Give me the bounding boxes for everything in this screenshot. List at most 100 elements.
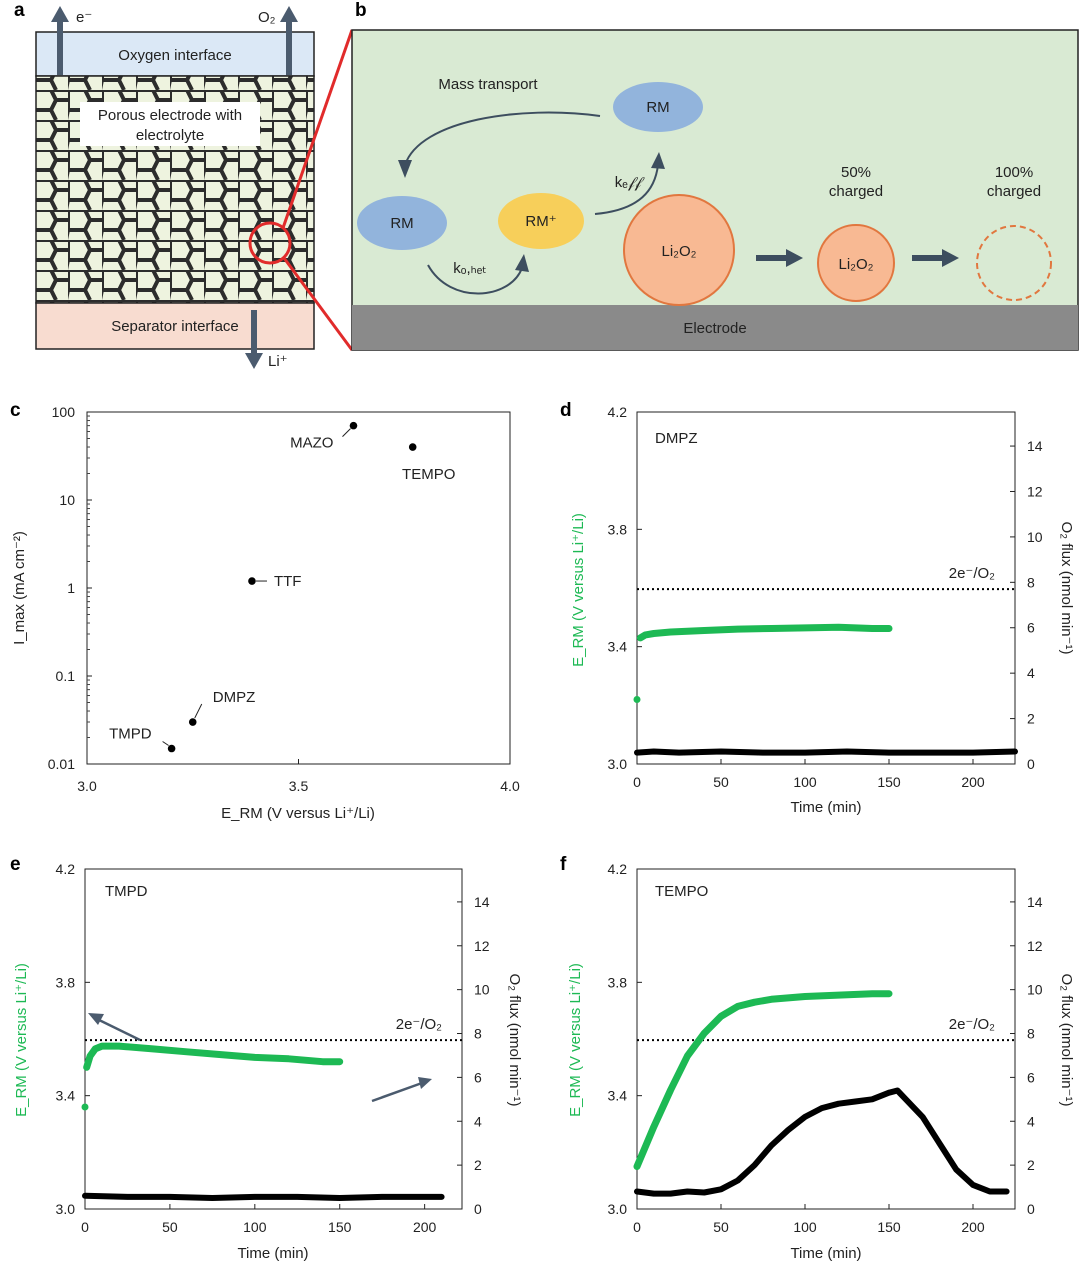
chart-d-ticks: 0 50 100 150 200 3.0 3.4 3.8 4.2 0 2 4 6 8 10 12 14 [608,404,1043,790]
chart-c-ytick-label: 100 [52,404,76,420]
k-eff-label: kₑ𝒻𝒻 [615,174,646,191]
chart-f-ytick-right-label: 0 [1027,1201,1035,1217]
chart-d-ytick-right-label: 0 [1027,756,1035,772]
chart-f-xtick-label: 100 [793,1219,817,1235]
chart-f-ytick-left-label: 3.0 [608,1201,628,1217]
chart-e-frame [84,868,463,1210]
chart-d-ytick-left-label: 3.8 [608,521,628,537]
panel-letter-b: b [355,0,367,21]
chart-f-xlabel: Time (min) [790,1245,861,1262]
chart-f-ylabel-left: E_RM (V versus Li⁺/Li) [567,963,584,1117]
chart-c-ytick-label: 0.1 [56,668,76,684]
rm-plus-ellipse [498,193,584,249]
chart-e-ytick-left-label: 3.8 [56,974,76,990]
chart-d-ylabel-right: O₂ flux (nmol min⁻¹) [1058,522,1075,655]
k-ohet-arrowhead [515,254,529,272]
chart-c-xtick-label: 4.0 [500,778,520,794]
panel-letter-d: d [560,400,572,421]
chart-e-left-arrow [94,1016,141,1042]
chart-f-ylabel-right: O₂ flux (nmol min⁻¹) [1058,974,1075,1107]
electron-label: e⁻ [76,9,92,26]
chart-f-ytick-left-label: 3.4 [608,1088,628,1104]
chart-e-xtick-label: 200 [413,1219,437,1235]
chart-e-xtick-label: 0 [81,1219,89,1235]
electrode-bar [352,305,1078,350]
chart-d-series-o2-flux [634,748,1018,756]
chart-d-ytick-right-label: 12 [1027,483,1043,499]
chart-f-xtick-label: 150 [877,1219,901,1235]
zoom-line-bottom [282,257,354,351]
panel-letter-e: e [10,854,21,875]
chart-f-xtick-label: 0 [633,1219,641,1235]
chart-c-points: MAZO TEMPO TTF DMPZ TMPD [109,421,455,753]
k-ohet-label: kₒ,ₕₑₜ [453,260,486,277]
chart-f-ytick-right-label: 6 [1027,1069,1035,1085]
electrolyte-region [351,29,1079,351]
chart-d-title: DMPZ [655,430,698,447]
chart-e-xtick-label: 150 [328,1219,352,1235]
oxygen-arrow [280,6,298,75]
chart-d: DMPZ 0 50 100 150 200 3.0 3.4 3.8 4.2 0 2 4 6 8 10 12 14… [570,404,1075,816]
chart-e-ytick-right-label: 6 [474,1069,482,1085]
panel-letter-a: a [14,0,25,21]
chart-f-ticks: 0 50 100 150 200 3.0 3.4 3.8 4.2 0 2 4 6 8 10 12 14 [608,861,1043,1235]
chart-f-ytick-right-label: 10 [1027,982,1043,998]
chart-e-lines: 2e⁻/O₂ [81,1016,462,1201]
porous-label-line1: Porous electrode with [98,107,242,124]
k-eff-arrowhead [651,152,665,169]
chart-c-ytick-label: 1 [67,580,75,596]
mass-transport-arrowhead [398,160,412,178]
chart-f-ytick-left-label: 4.2 [608,861,628,877]
chart-e-ytick-left-label: 3.0 [56,1201,76,1217]
chart-c-label-tempo: TEMPO [402,466,455,483]
progress-arrow-1 [756,249,803,267]
rm-top-ellipse [613,82,703,132]
chart-e-reference-label: 2e⁻/O₂ [396,1016,442,1033]
chart-e-ytick-right-label: 12 [474,938,490,954]
chart-f-lines: 2e⁻/O₂ [633,990,1015,1197]
chart-e-ylabel-left: E_RM (V versus Li⁺/Li) [13,963,30,1117]
chart-c-ytick-label: 0.01 [48,756,75,772]
chart-e-initial-point [81,1103,89,1111]
chart-c-xtick-label: 3.5 [289,778,309,794]
chart-f-ytick-right-label: 4 [1027,1113,1035,1129]
chart-e-right-arrow [371,1081,423,1103]
panel-letter-f: f [560,854,567,875]
chart-e-ytick-right-label: 2 [474,1157,482,1173]
oxygen-interface-label: Oxygen interface [118,47,231,64]
chart-e-title: TMPD [105,883,148,900]
chart-d-ytick-right-label: 6 [1027,620,1035,636]
chart-f-ytick-right-label: 8 [1027,1026,1035,1042]
chart-d-xtick-label: 200 [961,774,985,790]
chart-f-ytick-right-label: 2 [1027,1157,1035,1173]
zoom-circle [248,221,292,265]
li2o2-medium [817,224,895,302]
rm-plus-label: RM⁺ [525,213,556,230]
chart-c-label-dmpz: DMPZ [213,689,256,706]
panel-a: Oxygen interface Porous electrode with e… [35,6,354,370]
chart-c-xtick-label: 3.0 [77,778,97,794]
charged-100-line2: charged [987,183,1041,200]
chart-d-ytick-left-label: 4.2 [608,404,628,420]
chart-e-ytick-left-label: 4.2 [56,861,76,877]
chart-f-series-o2-flux [634,1087,1010,1197]
chart-f-xtick-label: 200 [961,1219,985,1235]
chart-c-point-tmpd [167,744,176,753]
chart-f-reference-label: 2e⁻/O₂ [949,1016,995,1033]
chart-e-right-arrowhead [418,1077,432,1089]
oxygen-interface-box [35,31,315,77]
mass-transport-arrow [404,111,601,166]
chart-d-series-erm [636,623,893,642]
chart-d-xtick-label: 100 [793,774,817,790]
chart-d-ytick-right-label: 4 [1027,665,1035,681]
rm-left-ellipse [357,196,447,250]
chart-f: TEMPO 0 50 100 150 200 3.0 3.4 3.8 4.2 0 2 4 6 8 10 12 1… [567,861,1075,1262]
lithium-arrow [245,310,263,369]
li2o2-large [623,194,735,306]
chart-c-ylabel: I_max (mA cm⁻²) [11,531,28,645]
chart-f-xtick-label: 50 [713,1219,729,1235]
chart-f-title: TEMPO [655,883,708,900]
chart-c-xlabel: E_RM (V versus Li⁺/Li) [221,805,375,822]
li2o2-dissolved [976,225,1052,301]
li2o2-medium-label: Li₂O₂ [839,256,874,273]
